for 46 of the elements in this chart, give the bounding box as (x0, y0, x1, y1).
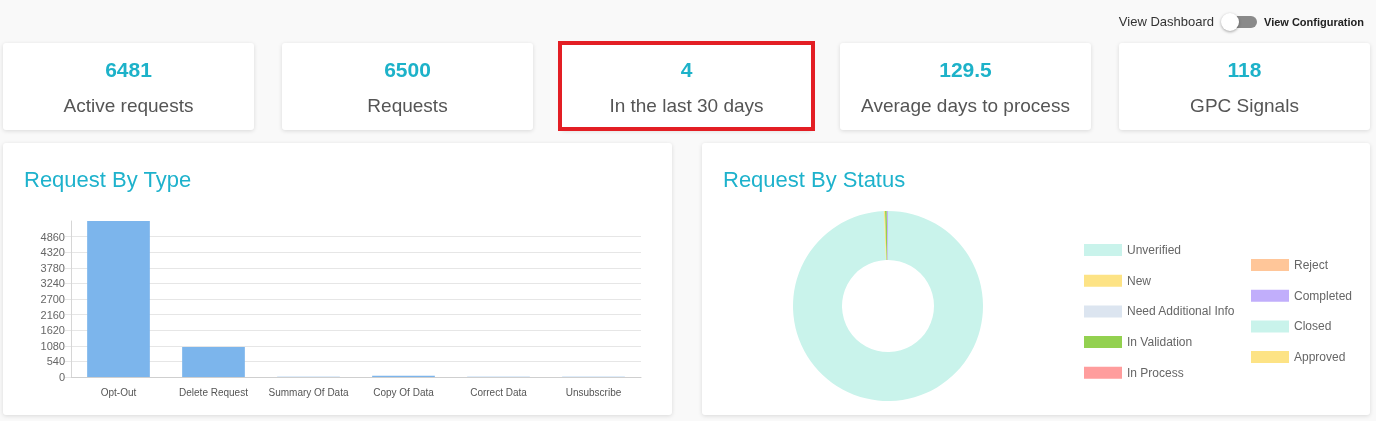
y-tick-label: 1080 (40, 339, 65, 352)
legend-label: Reject (1294, 258, 1329, 272)
legend-label: In Validation (1127, 335, 1193, 350)
category-label: Requests (366, 95, 449, 117)
legend-label: Approved (1294, 350, 1346, 365)
legend-label: New (1127, 273, 1152, 288)
x-tick-label: Opt-Out (100, 386, 137, 398)
y-tick-label: 4860 (40, 230, 65, 243)
legend-label: In Process (1127, 365, 1184, 380)
stat-card: 118 GPC Signals (1119, 43, 1370, 130)
y-tick-label: 540 (46, 355, 65, 368)
legend-label: Completed (1294, 288, 1353, 303)
x-tick-label: Correct Data (470, 386, 528, 398)
y-tick-label: 3780 (40, 261, 65, 274)
chart-title: Request By Type (24, 166, 192, 192)
data-label: 118 (1226, 58, 1263, 82)
x-tick-label: Delete Request (179, 386, 249, 398)
y-tick-label: 4320 (40, 246, 65, 259)
category-label: In the last 30 days (608, 95, 765, 117)
stat-card: 4 In the last 30 days (561, 43, 812, 130)
stat-card: 129.5 Average days to process (840, 43, 1091, 130)
category-label: Active requests (62, 95, 195, 117)
y-tick-label: 0 (58, 371, 65, 383)
x-tick-label: Unsubscribe (565, 386, 622, 398)
legend-label: Unverified (1127, 243, 1182, 257)
x-tick-label: Copy Of Data (373, 386, 435, 398)
category-label: GPC Signals (1189, 95, 1300, 117)
text: View Dashboard (1118, 14, 1214, 30)
bar (182, 346, 245, 377)
y-tick-label: 1620 (40, 324, 65, 337)
y-tick-label: 3240 (40, 277, 65, 290)
data-label: 6481 (104, 58, 153, 82)
stat-card: 6500 Requests (282, 43, 533, 130)
data-label: 4 (679, 58, 694, 82)
legend-label: Closed (1294, 319, 1332, 334)
legend-label: Need Additional Info (1127, 304, 1235, 319)
chart-title: Request By Status (723, 166, 906, 192)
x-tick-label: Summary Of Data (268, 386, 349, 398)
y-tick-label: 2160 (40, 308, 65, 321)
category-label: Average days to process (860, 95, 1071, 117)
data-label: 129.5 (938, 58, 993, 82)
y-tick-label: 2700 (40, 293, 65, 305)
text: View Configuration (1264, 15, 1365, 29)
bar (87, 221, 150, 377)
data-label: 6500 (383, 58, 432, 82)
stat-card: 6481 Active requests (3, 43, 254, 130)
